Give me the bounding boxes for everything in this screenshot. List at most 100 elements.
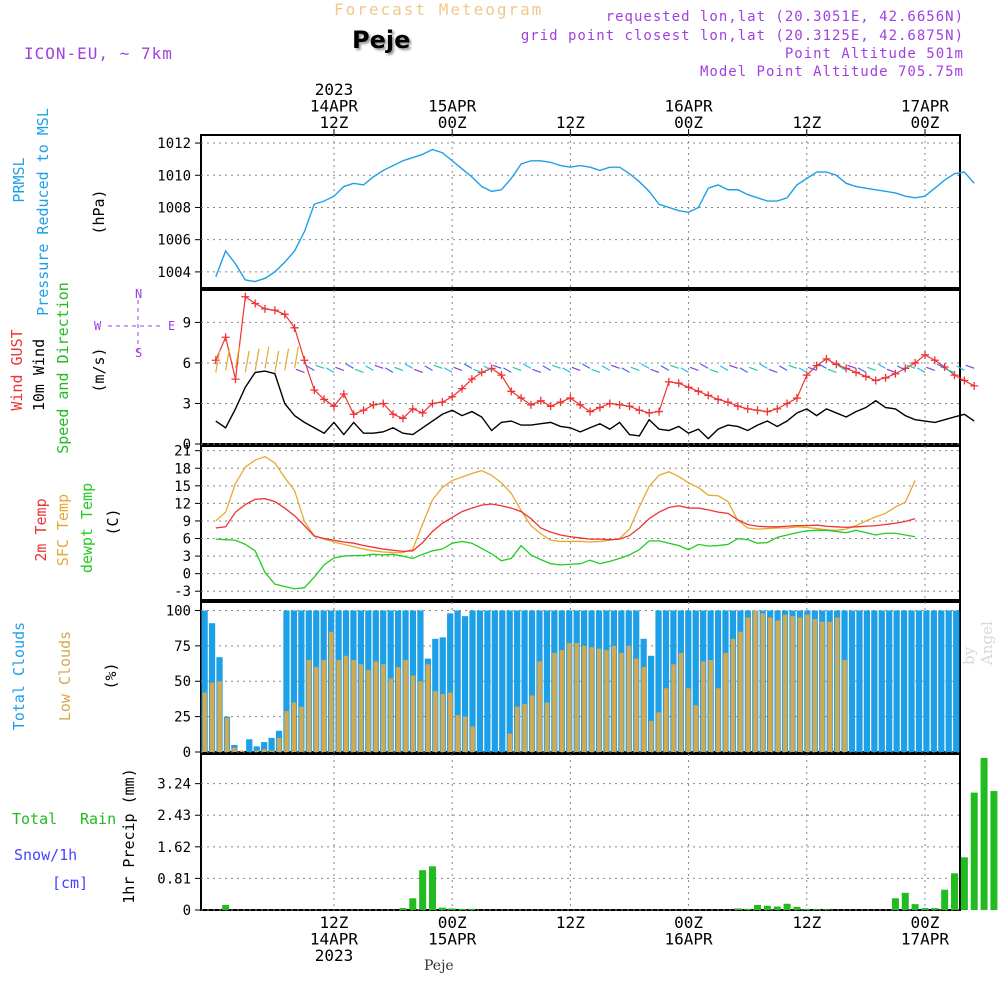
total-clouds-bar (484, 610, 491, 752)
wind-direction-arrow (748, 366, 758, 371)
pressure-line (215, 148, 975, 283)
wind-direction-arrow (807, 366, 817, 371)
wind-ytick-label: 3 (183, 396, 191, 412)
wind-direction-arrow (581, 363, 591, 369)
requested-coordinates: requested lon,lat (20.3051E, 42.6656N) (605, 9, 964, 25)
low-clouds-bar (470, 726, 475, 752)
wind-gust-marker (891, 369, 900, 378)
precip-bar (783, 903, 791, 910)
total-clouds-bar (945, 610, 952, 752)
grid-point-coordinates: grid point closest lon,lat (20.3125E, 42… (520, 28, 964, 44)
wind-gust-marker (773, 404, 782, 413)
low-clouds-bar (425, 664, 431, 752)
wind-direction-label: Speed and Direction (54, 282, 72, 454)
wind-gust-marker (911, 358, 920, 367)
wind-gust-marker (792, 394, 801, 403)
low-clouds-bar (619, 652, 624, 752)
wind-direction-arrow (295, 368, 305, 373)
wind-gust-marker (576, 400, 585, 409)
bottom-time-label: 15APR (428, 930, 477, 949)
low-clouds-bar (455, 715, 460, 752)
wind-gust-marker (507, 387, 516, 396)
wind-direction-arrow (374, 364, 384, 369)
precip-bar (428, 866, 436, 910)
temp-ytick-label: 0 (183, 567, 191, 583)
pressure-frame (200, 134, 961, 289)
wind-gust-marker (546, 402, 555, 411)
total-clouds-bar (514, 610, 521, 752)
wind-direction-arrow (325, 367, 335, 373)
temp-unit-label: (C) (104, 508, 122, 535)
wind-gust-marker (970, 381, 979, 390)
precip-bar (921, 908, 929, 910)
wind-direction-arrow (463, 363, 473, 369)
wind-direction-arrow (689, 366, 699, 371)
wind-direction-arrow (315, 364, 325, 369)
low-clouds-bar (552, 652, 557, 752)
wind-direction-arrow (483, 365, 492, 371)
wind-gust-marker (251, 299, 260, 308)
wind-direction-arrow (254, 348, 260, 371)
low-clouds-bar (403, 660, 408, 752)
total-clouds-bar (283, 610, 290, 752)
low-clouds-bar (723, 652, 728, 752)
wind-gust-marker (950, 371, 959, 380)
low-clouds-bar (738, 631, 743, 752)
wind-direction-arrow (965, 364, 975, 369)
low-clouds-bar (351, 660, 356, 752)
wind-gust-marker (221, 333, 230, 342)
wind-direction-arrow (444, 367, 453, 373)
low-clouds-bar (395, 667, 401, 752)
precip-bar (399, 908, 407, 910)
low-clouds-bar (634, 658, 639, 752)
low-clouds-bar (656, 712, 661, 752)
total-clouds-bar (476, 610, 484, 752)
total-clouds-bar (290, 610, 298, 752)
low-clouds-bar (388, 678, 393, 752)
model-altitude: Model Point Altitude 705.75m (699, 64, 964, 80)
temp-frame (200, 445, 961, 601)
low-clouds-bar (507, 733, 513, 752)
wind-gust-marker (743, 404, 752, 413)
bottom-time-label: 2023 (315, 946, 354, 965)
wind-gust-marker (920, 350, 929, 359)
total-clouds-bar (447, 613, 454, 752)
low-clouds-bar (790, 616, 795, 752)
pressure-ytick-label: 1004 (157, 265, 191, 281)
wind-direction-arrow (306, 365, 315, 371)
sfc-temp-line (215, 455, 916, 554)
bottom-time-label: 17APR (901, 930, 950, 949)
wind-gust-marker (595, 403, 604, 412)
low-clouds-bar (567, 643, 572, 752)
total-clouds-bar (886, 610, 893, 752)
low-clouds-bar (366, 669, 371, 752)
total-clouds-bar (647, 655, 655, 752)
low-clouds-label: Low Clouds (56, 631, 74, 721)
wind-unit-label: (m/s) (90, 347, 108, 392)
wind-ytick-label: 6 (183, 356, 191, 372)
low-clouds-bar (209, 682, 215, 752)
precip-bar (990, 791, 998, 910)
total-clouds-bar (543, 610, 551, 752)
pressure-label-msl: Pressure Reduced to MSL (34, 108, 52, 316)
wind-direction-arrow (284, 348, 290, 371)
wind-direction-arrow (424, 365, 433, 371)
total-clouds-bar (246, 739, 253, 752)
wind-direction-arrow (215, 350, 221, 373)
low-clouds-bar (224, 718, 230, 752)
low-clouds-bar (544, 702, 550, 752)
wind-direction-arrow (916, 367, 926, 373)
low-clouds-bar (448, 692, 453, 752)
wind-direction-arrow (274, 350, 280, 373)
pressure-ytick-label: 1012 (157, 136, 191, 152)
wind-gust-marker (812, 361, 821, 370)
low-clouds-bar (708, 660, 713, 752)
wind-direction-arrow (522, 363, 532, 369)
wind-direction-arrow (877, 363, 886, 369)
precip-bar (813, 909, 821, 910)
wind-direction-arrow (798, 367, 808, 373)
total-clouds-bar (848, 610, 856, 752)
precip-ytick-label: 3.24 (157, 777, 191, 793)
bottom-time-label: 12Z (792, 913, 821, 932)
wind-gust-marker (960, 376, 969, 385)
